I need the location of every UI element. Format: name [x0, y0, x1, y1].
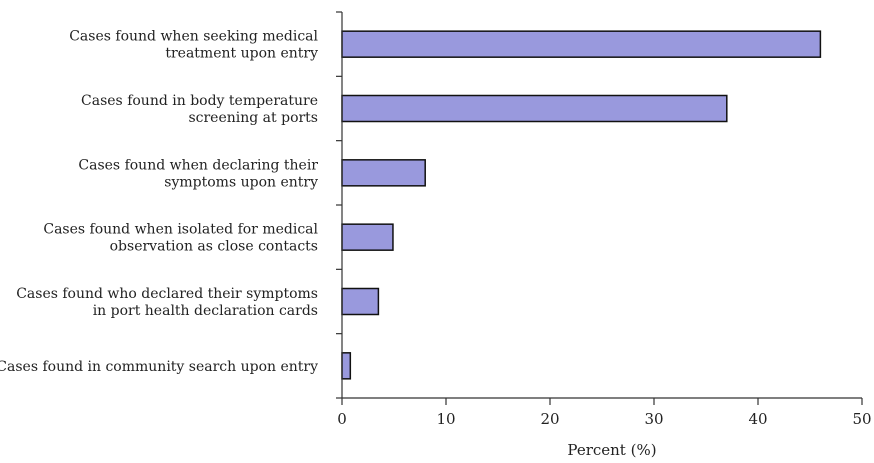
x-tick-label-5: 40: [748, 410, 767, 428]
bar-1: [341, 30, 822, 58]
x-tick-label-6: 50: [852, 410, 871, 428]
category-label-2-line-1: Cases found in body temperature: [81, 93, 318, 109]
category-label-3-line-2: symptoms upon entry: [164, 174, 318, 190]
category-label-4-line-1: Cases found when isolated for medical: [43, 222, 318, 238]
x-tick-label-1: 0: [337, 410, 347, 428]
category-label-5-line-1: Cases found who declared their symptoms: [16, 286, 318, 302]
category-label-2-line-2: screening at ports: [188, 110, 318, 126]
category-label-4-line-2: observation as close contacts: [110, 239, 318, 255]
category-label-3-line-1: Cases found when declaring their: [78, 157, 318, 173]
bar-2: [341, 94, 728, 123]
bar-3: [341, 159, 426, 187]
labels-layer: Cases found when seeking medicaltreatmen…: [0, 29, 872, 428]
category-label-1-line-1: Cases found when seeking medical: [69, 29, 318, 45]
x-tick-label-2: 10: [436, 410, 455, 428]
bar-6: [341, 352, 352, 380]
bar-5: [341, 287, 380, 316]
axes-layer: [336, 11, 863, 405]
category-label-1-line-2: treatment upon entry: [165, 46, 318, 62]
category-label-5-line-2: in port health declaration cards: [93, 303, 318, 319]
category-label-6-line-1: Cases found in community search upon ent…: [0, 359, 318, 375]
bar-4: [341, 223, 394, 251]
bars-layer: [341, 30, 822, 380]
x-axis-title: Percent (%): [567, 441, 656, 459]
x-tick-label-4: 30: [644, 410, 663, 428]
x-tick-label-3: 20: [540, 410, 559, 428]
